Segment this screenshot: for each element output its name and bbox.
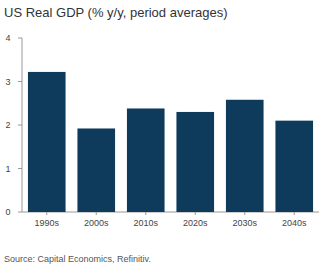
y-tick — [18, 81, 22, 82]
y-tick — [18, 212, 22, 213]
bar — [226, 100, 264, 212]
x-tick-label: 2000s — [84, 218, 109, 228]
x-tick — [46, 212, 47, 215]
source: Source: Capital Economics, Refinitiv. — [4, 254, 151, 264]
y-axis — [22, 38, 23, 212]
x-tick — [96, 212, 97, 215]
title: US Real GDP (% y/y, period averages) — [4, 5, 228, 20]
x-tick-label: 1990s — [34, 218, 59, 228]
y-tick — [18, 125, 22, 126]
y-tick-label: 2 — [5, 120, 10, 130]
bars — [28, 72, 313, 212]
chart: US Real GDP (% y/y, period averages) 0 1 2 3… — [0, 0, 325, 273]
bar — [77, 128, 115, 212]
x-tick-label: 2040s — [282, 218, 307, 228]
x-tick-label: 2020s — [183, 218, 208, 228]
y-tick-label: 4 — [5, 33, 10, 43]
x-tick — [244, 212, 245, 215]
x-tick-label: 2030s — [232, 218, 257, 228]
bar — [275, 121, 313, 212]
x-axis — [22, 212, 319, 213]
y-tick-label: 0 — [5, 207, 10, 217]
x-tick — [145, 212, 146, 215]
y-tick — [18, 38, 22, 39]
y-tick — [18, 168, 22, 169]
x-tick — [195, 212, 196, 215]
y-tick-label: 1 — [5, 164, 10, 174]
bar — [127, 108, 165, 212]
x-tick-label: 2010s — [133, 218, 158, 228]
y-tick-label: 3 — [5, 77, 10, 87]
bar — [176, 112, 214, 212]
bar — [28, 72, 66, 212]
x-tick — [294, 212, 295, 215]
